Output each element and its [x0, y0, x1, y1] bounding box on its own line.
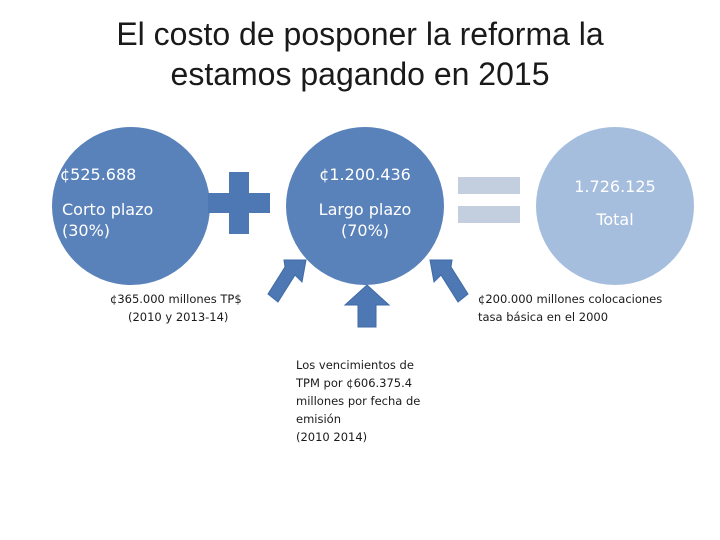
short-term-label: Corto plazo (30%) [62, 199, 202, 241]
note-middle-line-4: emisión [296, 412, 341, 426]
note-middle: Los vencimientos de TPM por ¢606.375.4 m… [296, 356, 456, 446]
note-right-line-2: tasa básica en el 2000 [478, 310, 609, 324]
note-left-line-1: ¢365.000 millones TP$ [110, 292, 242, 306]
plus-icon [208, 172, 270, 234]
equals-icon [458, 177, 520, 225]
note-right-line-1: ¢200.000 millones colocaciones [478, 292, 663, 306]
note-middle-line-5: (2010 2014) [296, 430, 368, 444]
total-circle: 1.726.125 Total [536, 127, 694, 285]
arrow-up-right-icon [267, 259, 307, 303]
short-term-circle: ¢525.688 Corto plazo (30%) [52, 127, 210, 285]
long-term-value: ¢1.200.436 [319, 165, 411, 184]
short-term-value: ¢525.688 [60, 165, 137, 184]
note-left: ¢365.000 millones TP$ (2010 y 2013-14) [110, 290, 310, 326]
short-term-label-line-1: Corto plazo [62, 200, 154, 219]
total-value: 1.726.125 [574, 177, 656, 196]
long-term-circle: ¢1.200.436 Largo plazo (70%) [286, 127, 444, 285]
long-term-label-line-1: Largo plazo [318, 200, 412, 219]
arrow-up-icon [343, 284, 391, 328]
note-right: ¢200.000 millones colocaciones tasa bási… [478, 290, 718, 326]
total-label: Total [596, 210, 634, 229]
note-middle-line-1: Los vencimientos de [296, 358, 414, 372]
note-left-line-2: (2010 y 2013-14) [128, 310, 229, 324]
title-line-2: estamos pagando en 2015 [170, 56, 550, 92]
note-middle-line-3: millones por fecha de [296, 394, 421, 408]
short-term-label-line-2: (30%) [62, 221, 111, 240]
title-line-1: El costo de posponer la reforma la [116, 16, 604, 52]
slide-title: El costo de posponer la reforma la estam… [60, 14, 660, 94]
long-term-label-line-2: (70%) [340, 221, 390, 240]
note-middle-line-2: TPM por ¢606.375.4 [296, 376, 413, 390]
arrow-up-left-icon [429, 259, 469, 303]
long-term-label: Largo plazo (70%) [286, 199, 444, 241]
